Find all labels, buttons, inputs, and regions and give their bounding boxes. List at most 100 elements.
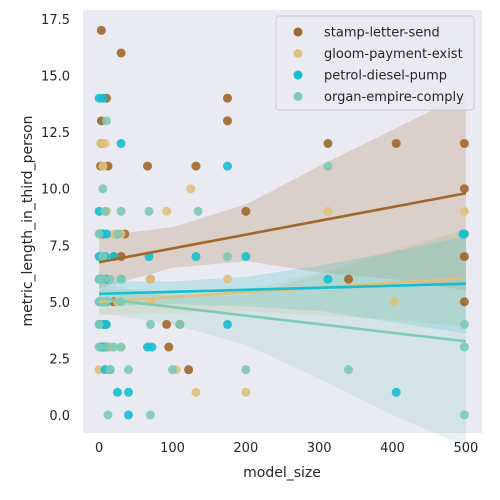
data-point-organ-empire-comply (116, 206, 126, 216)
data-point-organ-empire-comply (241, 365, 251, 375)
legend-marker (293, 27, 303, 37)
x-tick-label: 400 (380, 441, 405, 456)
y-tick-label: 7.5 (49, 239, 70, 254)
data-point-petrol-diesel-pump (391, 387, 401, 397)
data-point-stamp-letter-send (96, 25, 106, 35)
data-point-petrol-diesel-pump (241, 252, 251, 262)
data-point-petrol-diesel-pump (123, 410, 133, 420)
y-tick-label: 5.0 (49, 296, 70, 311)
regression-line-organ-empire-comply (98, 297, 467, 343)
data-point-organ-empire-comply (459, 319, 469, 329)
confidence-band-petrol-diesel-pump (99, 236, 466, 334)
data-point-stamp-letter-send (116, 48, 126, 58)
data-point-stamp-letter-send (222, 116, 232, 126)
data-point-gloom-payment-exist (389, 297, 399, 307)
legend-marker (293, 92, 303, 101)
data-point-organ-empire-comply (175, 319, 185, 329)
confidence-band-gloom-payment-exist (99, 229, 466, 327)
data-point-stamp-letter-send (459, 138, 469, 148)
data-point-stamp-letter-send (191, 161, 201, 171)
data-point-organ-empire-comply (123, 365, 133, 375)
data-point-organ-empire-comply (105, 365, 115, 375)
data-point-gloom-payment-exist (222, 274, 232, 284)
data-point-stamp-letter-send (162, 319, 172, 329)
data-point-stamp-letter-send (391, 138, 401, 148)
legend-label: gloom-payment-exist (324, 47, 463, 62)
data-point-organ-empire-comply (112, 229, 122, 239)
y-tick-label: 12.5 (41, 126, 70, 141)
legend-marker (293, 70, 303, 80)
data-point-petrol-diesel-pump (98, 93, 108, 103)
data-point-stamp-letter-send (459, 184, 469, 194)
data-point-gloom-payment-exist (241, 387, 251, 397)
y-tick-label: 17.5 (41, 13, 70, 28)
data-point-organ-empire-comply (459, 410, 469, 420)
data-point-organ-empire-comply (116, 274, 126, 284)
data-point-petrol-diesel-pump (323, 274, 333, 284)
data-point-organ-empire-comply (94, 319, 104, 329)
data-point-petrol-diesel-pump (191, 252, 201, 262)
x-axis-ticks: 0 100 200 300 400 500 (95, 441, 478, 456)
data-point-organ-empire-comply (103, 410, 113, 420)
data-point-petrol-diesel-pump (112, 387, 122, 397)
regression-lines (98, 191, 467, 343)
data-point-gloom-payment-exist (162, 206, 172, 216)
x-tick-label: 100 (160, 441, 185, 456)
data-point-gloom-payment-exist (100, 138, 110, 148)
data-point-petrol-diesel-pump (222, 319, 232, 329)
legend-label: stamp-letter-send (324, 26, 440, 41)
legend: stamp-letter-send gloom-payment-exist petr… (275, 15, 475, 111)
regression-line-petrol-diesel-pump (99, 282, 466, 296)
x-axis-label: model_size (243, 465, 321, 481)
data-point-gloom-payment-exist (323, 206, 333, 216)
data-point-organ-empire-comply (98, 252, 108, 262)
data-point-organ-empire-comply (222, 252, 232, 262)
data-point-organ-empire-comply (105, 274, 115, 284)
data-point-stamp-letter-send (344, 274, 354, 284)
y-tick-label: 15.0 (41, 70, 70, 85)
x-tick-label: 200 (233, 441, 258, 456)
data-point-organ-empire-comply (116, 342, 126, 352)
y-tick-label: 2.5 (49, 352, 70, 367)
data-point-petrol-diesel-pump (116, 138, 126, 148)
x-tick-label: 300 (307, 441, 332, 456)
x-tick-label: 0 (95, 441, 103, 456)
legend-marker (293, 49, 303, 58)
x-tick-label: 500 (453, 441, 478, 456)
data-point-stamp-letter-send (459, 252, 469, 262)
y-tick-label: 0.0 (49, 409, 70, 424)
data-point-organ-empire-comply (459, 342, 469, 352)
data-point-stamp-letter-send (143, 161, 153, 171)
data-point-stamp-letter-send (241, 206, 251, 216)
data-point-organ-empire-comply (145, 319, 155, 329)
legend-label: petrol-diesel-pump (324, 69, 447, 84)
data-point-petrol-diesel-pump (101, 319, 111, 329)
data-point-organ-empire-comply (145, 410, 155, 420)
data-point-organ-empire-comply (94, 229, 104, 239)
data-point-organ-empire-comply (98, 274, 108, 284)
data-point-gloom-payment-exist (459, 206, 469, 216)
data-point-gloom-payment-exist (191, 387, 201, 397)
legend-frame (275, 15, 475, 111)
data-point-petrol-diesel-pump (222, 161, 232, 171)
y-axis-ticks: 0.0 2.5 5.0 7.5 10.0 12.5 15.0 17.5 (41, 13, 70, 424)
data-point-organ-empire-comply (100, 206, 110, 216)
data-point-organ-empire-comply (344, 365, 354, 375)
legend-label: organ-empire-comply (324, 90, 464, 105)
data-point-petrol-diesel-pump (123, 387, 133, 397)
data-point-organ-empire-comply (144, 206, 154, 216)
data-point-gloom-payment-exist (186, 184, 196, 194)
data-point-organ-empire-comply (323, 161, 333, 171)
data-point-stamp-letter-send (222, 93, 232, 103)
data-point-organ-empire-comply (101, 342, 111, 352)
data-point-stamp-letter-send (164, 342, 174, 352)
confidence-band-stamp-letter-send (99, 93, 466, 291)
data-point-organ-empire-comply (98, 184, 108, 194)
data-point-petrol-diesel-pump (459, 229, 469, 239)
scatter-points (94, 25, 469, 420)
data-point-organ-empire-comply (94, 342, 104, 352)
data-point-petrol-diesel-pump (101, 229, 111, 239)
data-point-organ-empire-comply (109, 342, 119, 352)
data-point-gloom-payment-exist (145, 274, 155, 284)
